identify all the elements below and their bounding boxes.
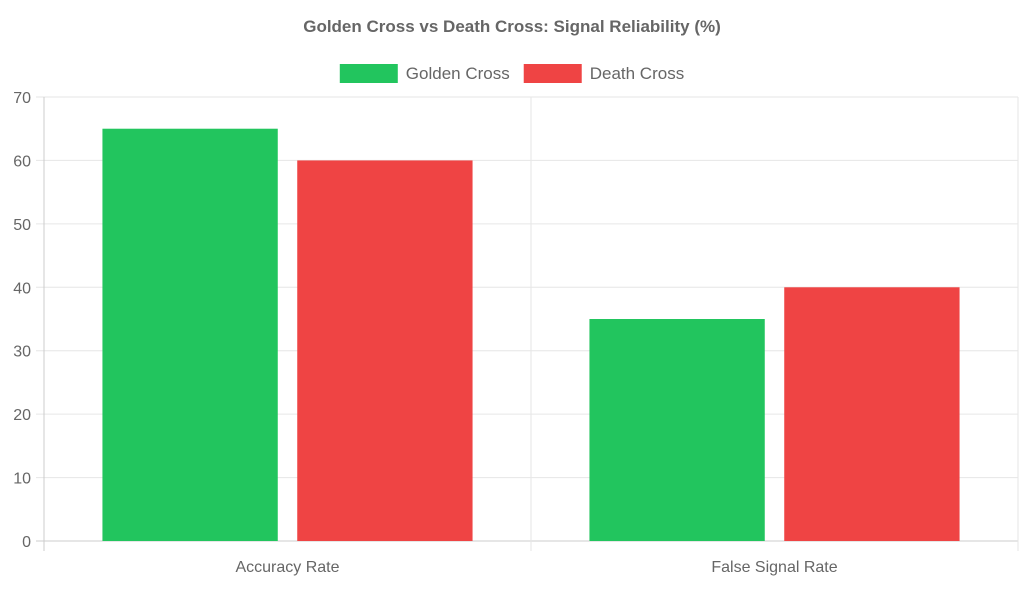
x-tick-label: False Signal Rate — [711, 559, 837, 576]
y-tick-label: 30 — [13, 344, 31, 361]
chart-title: Golden Cross vs Death Cross: Signal Reli… — [303, 17, 721, 36]
legend-item[interactable]: Death Cross — [523, 64, 684, 83]
legend-label: Death Cross — [590, 64, 684, 83]
x-tick-label: Accuracy Rate — [235, 559, 339, 576]
legend-item[interactable]: Golden Cross — [339, 64, 510, 83]
bar[interactable] — [589, 319, 765, 541]
y-tick-label: 0 — [22, 534, 31, 551]
y-axis: 0 10 20 30 40 50 60 70 — [13, 90, 31, 551]
y-tick-label: 60 — [13, 153, 31, 170]
y-tick-label: 70 — [13, 90, 31, 107]
y-tick-label: 20 — [13, 407, 31, 424]
bars — [102, 128, 960, 541]
x-axis: Accuracy Rate False Signal Rate — [235, 559, 837, 576]
y-tick-label: 10 — [13, 471, 31, 488]
legend-label: Golden Cross — [406, 64, 510, 83]
y-tick-label: 50 — [13, 217, 31, 234]
bar[interactable] — [297, 160, 473, 541]
legend-swatch — [339, 64, 398, 83]
bar[interactable] — [102, 128, 278, 541]
legend: Golden Cross Death Cross — [339, 64, 684, 83]
legend-swatch — [523, 64, 582, 83]
y-tick-label: 40 — [13, 280, 31, 297]
bar[interactable] — [784, 287, 960, 541]
